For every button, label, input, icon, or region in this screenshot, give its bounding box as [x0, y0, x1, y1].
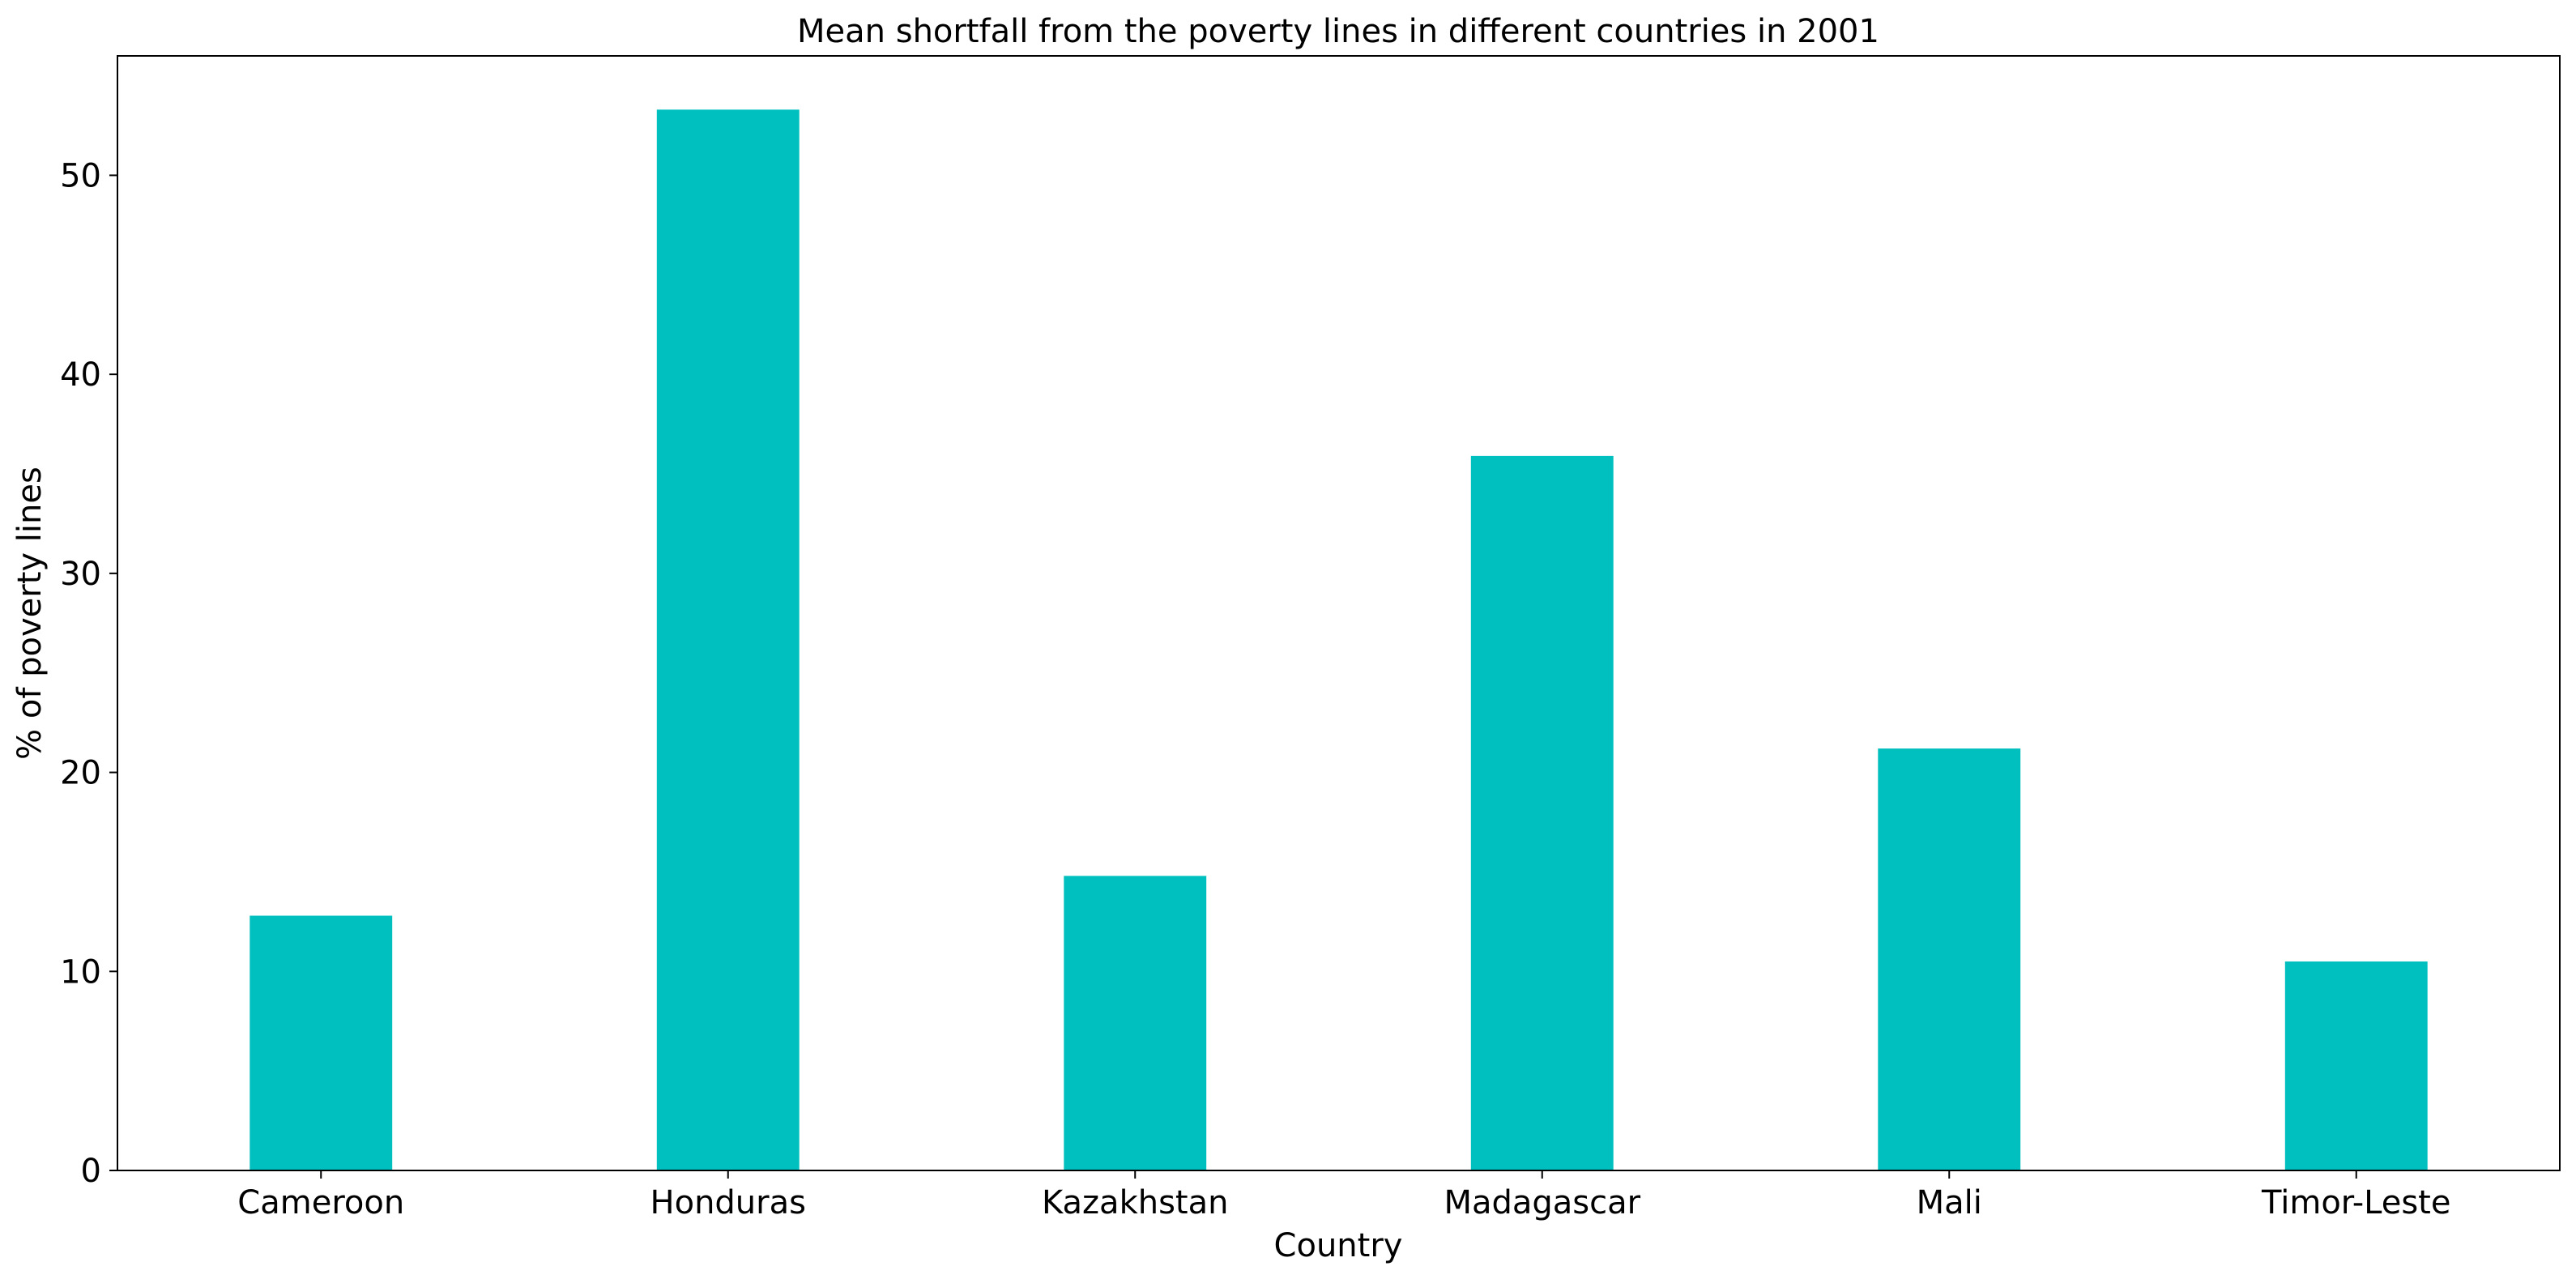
plot-area-frame — [117, 55, 2561, 1171]
x-tick-label: Cameroon — [237, 1184, 404, 1221]
x-tick-label: Timor-Leste — [2261, 1184, 2450, 1221]
bar-cameroon — [249, 915, 393, 1170]
bar-honduras — [656, 109, 800, 1170]
y-tick-label: 0 — [81, 1153, 101, 1190]
bar-madagascar — [1470, 455, 1614, 1170]
x-tick-label: Mali — [1917, 1184, 1982, 1221]
bar-mali — [1878, 748, 2021, 1170]
y-axis-label: % of poverty lines — [11, 467, 49, 760]
y-tick-label: 40 — [60, 356, 101, 394]
y-tick-label: 50 — [60, 157, 101, 194]
bars-layer — [249, 109, 2428, 1170]
y-axis-ticks: 0 10 20 30 40 50 — [60, 157, 117, 1190]
bar-kazakhstan — [1064, 876, 1207, 1170]
x-axis-label: Country — [1274, 1227, 1403, 1264]
bar-timor-leste — [2284, 961, 2428, 1170]
chart-title: Mean shortfall from the poverty lines in… — [797, 13, 1879, 50]
x-tick-label: Kazakhstan — [1042, 1184, 1228, 1221]
y-tick-label: 20 — [60, 755, 101, 792]
y-tick-label: 10 — [60, 953, 101, 991]
x-tick-label: Honduras — [650, 1184, 806, 1221]
x-tick-label: Madagascar — [1444, 1184, 1640, 1221]
x-axis-ticks: Cameroon Honduras Kazakhstan Madagascar Mali… — [237, 1170, 2450, 1221]
y-tick-label: 30 — [60, 556, 101, 593]
